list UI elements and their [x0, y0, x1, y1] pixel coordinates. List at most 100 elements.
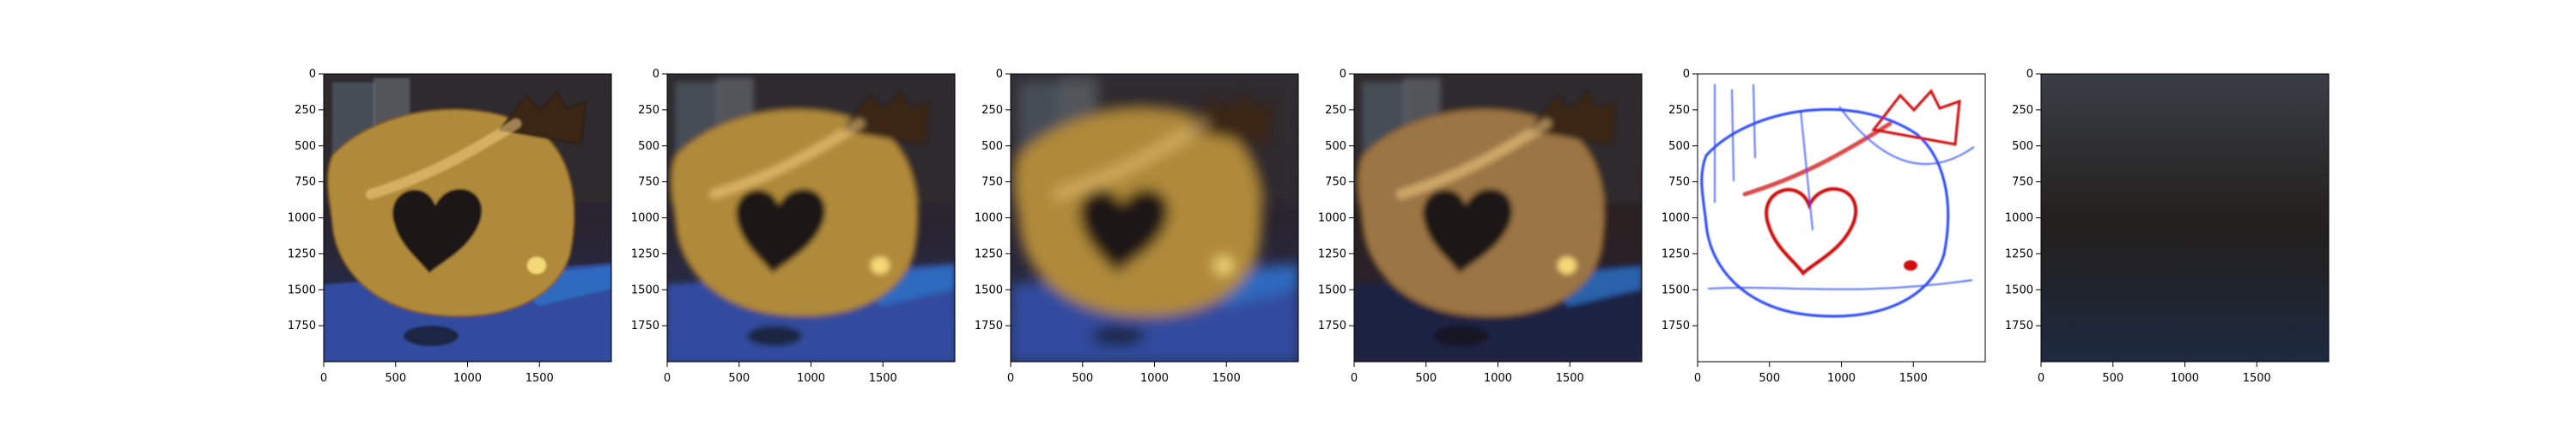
y-tick-label: 1750 — [1318, 320, 1346, 332]
y-tick-label: 500 — [2012, 140, 2033, 153]
y-tick-label: 250 — [1325, 104, 1346, 117]
x-tick-label: 0 — [1351, 372, 1358, 385]
x-tick-label: 0 — [2038, 372, 2044, 385]
y-tick-label: 1750 — [1662, 320, 1690, 332]
y-tick-label: 1250 — [975, 247, 1003, 260]
image-content — [324, 74, 611, 362]
x-tick-label: 500 — [1759, 372, 1780, 385]
x-tick-label: 500 — [1415, 372, 1437, 385]
edge-line — [1800, 109, 1814, 231]
y-tick-label: 750 — [638, 176, 659, 189]
y-tick-label: 1000 — [1662, 212, 1690, 225]
image-content — [1698, 74, 1985, 362]
toy-comb — [1871, 88, 1961, 146]
x-tick-label: 1000 — [2171, 372, 2199, 385]
x-tick-label: 1000 — [1484, 372, 1512, 385]
image-content — [2041, 74, 2329, 362]
scene-objects — [2041, 74, 2329, 362]
spring-base — [1434, 326, 1489, 346]
x-tick-label: 500 — [1072, 372, 1093, 385]
heart-cutout — [2110, 188, 2200, 273]
x-tick-label: 500 — [385, 372, 406, 385]
spring-base — [404, 326, 459, 346]
y-tick-label: 1750 — [288, 320, 316, 332]
y-tick-label: 750 — [1325, 176, 1346, 189]
heart-cutout — [736, 188, 826, 273]
y-tick-label: 500 — [638, 140, 659, 153]
heart-cutout — [1079, 188, 1170, 273]
toy-comb — [498, 89, 587, 146]
heart-cutout — [1765, 186, 1858, 277]
toy-bolt — [1558, 257, 1577, 274]
y-tick-label: 750 — [981, 176, 1003, 189]
image-panel: 0 500 1000 1500 0 250 500 750 1000 1250 1500 1750 — [975, 68, 1299, 385]
x-tick-label: 1500 — [2243, 372, 2271, 385]
scene-objects — [1011, 74, 1298, 362]
y-tick-label: 1000 — [1318, 212, 1346, 225]
y-tick-label: 1750 — [631, 320, 659, 332]
y-tick-label: 500 — [295, 140, 316, 153]
y-tick-label: 250 — [981, 104, 1003, 117]
image-panel: 0 500 1000 1500 0 250 500 750 1000 1250 1500 1750 — [1318, 68, 1643, 385]
y-tick-label: 1500 — [1662, 284, 1690, 296]
y-tick-label: 500 — [981, 140, 1003, 153]
handle-bar — [2083, 119, 2239, 199]
handle-bar — [1396, 119, 1552, 199]
x-tick-label: 0 — [1007, 372, 1014, 385]
y-tick-label: 0 — [309, 68, 316, 81]
handle-bar — [1742, 121, 1893, 197]
x-tick-label: 0 — [1694, 372, 1701, 385]
x-tick-label: 1500 — [1556, 372, 1584, 385]
spring-base — [747, 326, 802, 346]
x-tick-label: 0 — [320, 372, 327, 385]
y-tick-label: 0 — [996, 68, 1003, 81]
y-tick-label: 500 — [1668, 140, 1690, 153]
toy-bolt — [871, 257, 890, 274]
y-tick-label: 0 — [1683, 68, 1690, 81]
y-tick-label: 0 — [2026, 68, 2033, 81]
x-tick-label: 1000 — [1140, 372, 1169, 385]
edge-line — [1731, 88, 1735, 182]
y-tick-label: 0 — [1340, 68, 1346, 81]
image-content — [1011, 74, 1298, 362]
image-content — [1354, 74, 1642, 362]
rocking-toy-body — [1700, 107, 1950, 318]
image-panel: 0 500 1000 1500 0 250 500 750 1000 1250 1500 1750 — [631, 68, 956, 385]
toy-comb — [1185, 89, 1274, 146]
image-panel: 0 500 1000 1500 0 250 500 750 1000 1250 1500 1750 — [288, 68, 612, 385]
x-tick-label: 1500 — [1899, 372, 1928, 385]
y-tick-label: 1000 — [2005, 212, 2033, 225]
y-tick-label: 1000 — [975, 212, 1003, 225]
heart-cutout — [392, 188, 483, 273]
y-tick-label: 250 — [638, 104, 659, 117]
heart-cutout — [1423, 188, 1513, 273]
toy-bolt — [1904, 260, 1917, 271]
y-tick-label: 1500 — [288, 284, 316, 296]
spring-base — [1091, 326, 1145, 346]
y-tick-label: 750 — [2012, 176, 2033, 189]
x-tick-label: 1500 — [1212, 372, 1241, 385]
scene-objects — [667, 74, 955, 362]
y-tick-label: 750 — [1668, 176, 1690, 189]
y-tick-label: 1250 — [288, 247, 316, 260]
toy-bolt — [527, 257, 546, 274]
image-panel: 0 500 1000 1500 0 250 500 750 1000 1250 1500 1750 — [1662, 68, 1986, 385]
edge-line — [1707, 279, 1973, 290]
y-tick-label: 0 — [653, 68, 659, 81]
toy-comb — [841, 89, 931, 146]
x-tick-label: 500 — [728, 372, 750, 385]
image-content — [667, 74, 955, 362]
y-tick-label: 1750 — [975, 320, 1003, 332]
x-tick-label: 1000 — [1827, 372, 1856, 385]
y-tick-label: 1500 — [975, 284, 1003, 296]
x-tick-label: 1000 — [797, 372, 825, 385]
edge-line — [1838, 106, 1975, 165]
y-tick-label: 250 — [2012, 104, 2033, 117]
y-tick-label: 1750 — [2005, 320, 2033, 332]
spring-base — [2121, 326, 2176, 346]
x-tick-label: 0 — [664, 372, 671, 385]
y-tick-label: 1000 — [288, 212, 316, 225]
toy-comb — [1528, 89, 1618, 146]
